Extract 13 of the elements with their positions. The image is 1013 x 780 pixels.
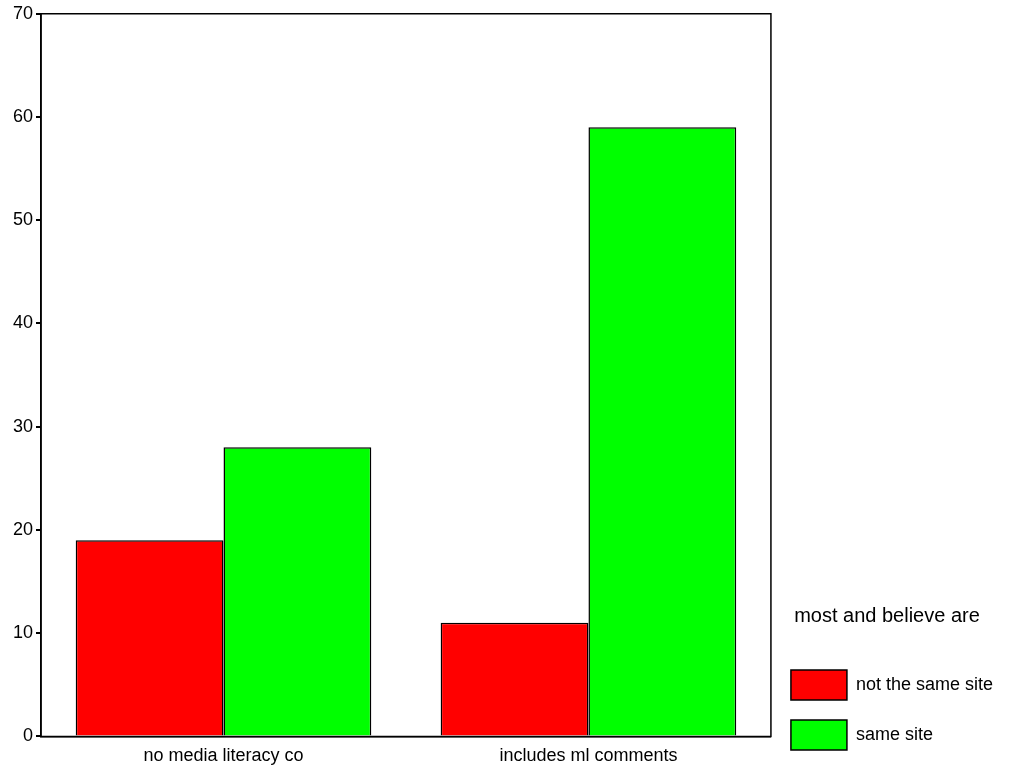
y-tick-label: 50 [12,209,34,230]
y-tick-label: 30 [12,415,34,436]
y-tick-label: 10 [12,622,34,643]
legend-label: not the same site [855,673,993,694]
y-tick-label: 20 [12,518,34,539]
y-tick-label: 70 [12,2,34,23]
x-tick-label: includes ml comments [499,745,678,766]
x-tick-label: no media literacy co [143,745,304,766]
y-tick-label: 40 [12,312,34,333]
y-tick-label: 60 [12,106,34,126]
legend-label: same site [855,723,933,744]
y-tick-label: 0 [23,725,34,746]
legend-title: most and believe are [794,603,980,626]
